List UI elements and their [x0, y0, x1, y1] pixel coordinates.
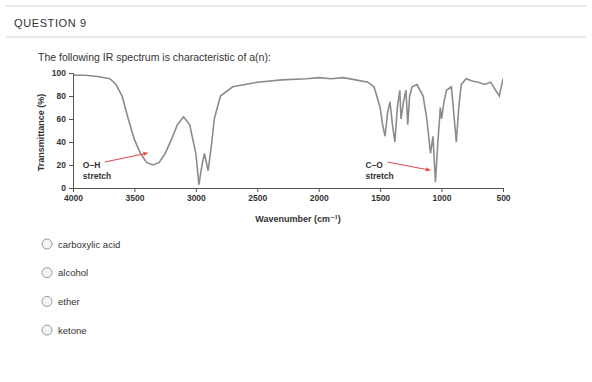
page: QUESTION 9 The following IR spectrum is c…	[0, 0, 592, 382]
x-tick-mark	[257, 188, 258, 192]
x-tick-label: 1500	[371, 193, 390, 203]
y-tick: 60	[57, 114, 73, 124]
y-tick-label: 0	[61, 183, 66, 193]
annotation-text: O–H	[83, 160, 100, 170]
annotation-text: stretch	[83, 171, 111, 181]
y-tick: 20	[57, 160, 73, 170]
x-tick: 1500	[371, 188, 390, 203]
y-axis-title: Transmittance (%)	[36, 94, 46, 172]
x-tick-mark	[134, 188, 135, 192]
radio-button[interactable]	[42, 239, 52, 249]
y-tick: 40	[57, 137, 73, 147]
x-tick: 4000	[64, 188, 83, 203]
annotation-arrowhead	[426, 167, 431, 171]
y-tick-mark	[69, 96, 73, 97]
top-rule	[6, 6, 586, 7]
x-tick: 500	[496, 188, 510, 203]
x-tick-label: 3500	[125, 193, 144, 203]
annotation-text: C–O	[365, 160, 383, 170]
spectrum-line	[73, 75, 503, 184]
y-tick-mark	[69, 142, 73, 143]
option-label[interactable]: ether	[58, 296, 80, 307]
y-tick: 80	[57, 91, 73, 101]
y-tick-label: 40	[57, 137, 67, 147]
annotation-arrow	[105, 153, 148, 162]
x-tick-mark	[503, 188, 504, 192]
x-axis-title: Wavenumber (cm⁻¹)	[255, 214, 340, 224]
x-tick: 2500	[248, 188, 267, 203]
y-tick-mark	[69, 119, 73, 120]
x-tick: 3500	[125, 188, 144, 203]
x-tick: 2000	[310, 188, 329, 203]
radio-button[interactable]	[42, 296, 52, 306]
y-tick-label: 100	[52, 68, 66, 78]
x-tick-mark	[319, 188, 320, 192]
y-tick-label: 80	[57, 91, 67, 101]
options: carboxylic acid alcohol ether ketone	[42, 239, 120, 336]
x-tick-mark	[442, 188, 443, 192]
y-tick-mark	[69, 73, 73, 74]
annotation-arrowhead	[143, 152, 148, 156]
radio-button[interactable]	[42, 268, 52, 278]
plot-area	[73, 75, 503, 184]
y-tick-label: 60	[57, 114, 67, 124]
y-axis: 0 20 40 60 80 100	[52, 68, 74, 193]
x-tick-label: 2500	[248, 193, 267, 203]
x-tick-label: 1000	[433, 193, 452, 203]
x-tick: 3000	[187, 188, 206, 203]
x-axis-line	[74, 189, 504, 193]
x-tick-mark	[196, 188, 197, 192]
option-label[interactable]: alcohol	[58, 267, 88, 278]
radio-button[interactable]	[42, 325, 52, 335]
annotation-arrow	[387, 162, 430, 170]
x-tick-label: 2000	[310, 193, 329, 203]
y-tick: 0	[61, 183, 73, 193]
y-tick-label: 20	[57, 160, 67, 170]
x-tick-label: 4000	[64, 193, 83, 203]
annotation-text: stretch	[365, 171, 393, 181]
y-axis-line	[69, 74, 74, 189]
option-label[interactable]: ketone	[58, 325, 87, 336]
x-axis: 4000 3500 3000 2500 2000 1500 1000 500	[64, 188, 511, 203]
y-tick-mark	[69, 188, 73, 189]
x-tick-label: 500	[496, 193, 510, 203]
header-rule	[6, 37, 586, 38]
question-text: The following IR spectrum is characteris…	[38, 51, 271, 63]
y-tick: 100	[52, 68, 73, 78]
option-label[interactable]: carboxylic acid	[58, 239, 120, 250]
x-tick-label: 3000	[187, 193, 206, 203]
annotations: O–HstretchC–Ostretch	[83, 152, 431, 181]
x-tick-mark	[380, 188, 381, 192]
x-tick: 1000	[433, 188, 452, 203]
question-title: QUESTION 9	[14, 17, 87, 29]
y-tick-mark	[69, 165, 73, 166]
